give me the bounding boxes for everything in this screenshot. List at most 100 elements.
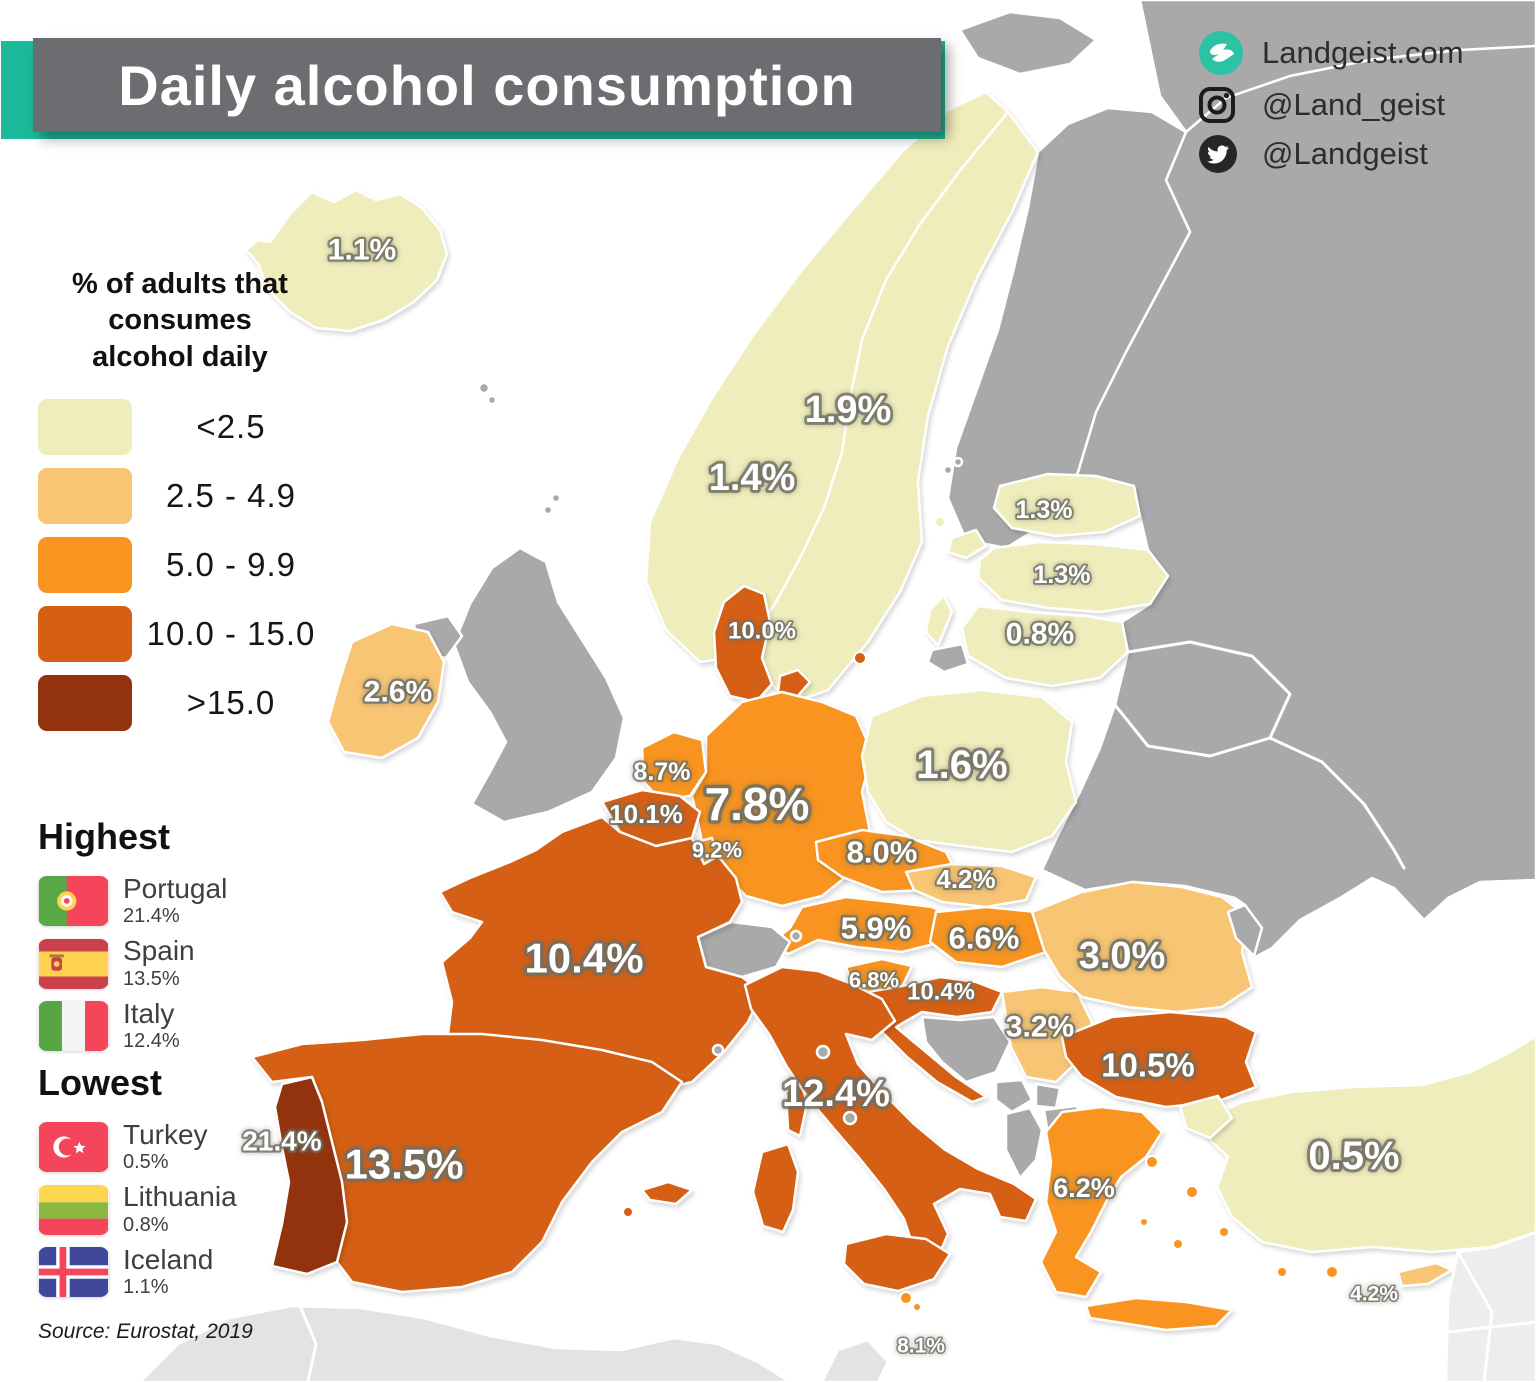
albania-region [1004, 1106, 1044, 1180]
lithuania-region [960, 604, 1130, 688]
iceland-flag-icon [38, 1246, 109, 1297]
legend-label-5: >15.0 [186, 683, 276, 721]
sweden-region [924, 594, 954, 648]
twitter-icon [1198, 134, 1248, 174]
lowest-panel: Lowest Turkey 0.5% Lithuania 0.8% [38, 1062, 298, 1307]
malta-region [899, 1291, 913, 1305]
highest-heading: Highest [38, 816, 171, 857]
border-line [1268, 736, 1406, 870]
highest-entry-spain: Spain 13.5% [38, 936, 298, 990]
bulgaria-value-label: 10.5% [1101, 1047, 1195, 1084]
denmark-value-label: 10.0% [728, 618, 796, 645]
aland-islands-region [952, 456, 964, 468]
greece-value-label: 6.2% [1053, 1173, 1115, 1203]
greece-region [1172, 1238, 1184, 1250]
sweden-value-label: 1.9% [805, 389, 892, 431]
liechtenstein-region [789, 929, 803, 943]
legend-swatch-2 [38, 467, 132, 524]
ireland-region [326, 622, 446, 760]
spain-flag-icon [38, 938, 109, 989]
slovakia-region [904, 862, 1038, 909]
lithuania-flag-icon [38, 1184, 109, 1235]
malta-value-label: 8.1% [897, 1335, 945, 1358]
montenegro-region [994, 1078, 1034, 1114]
highest-panel: Highest Portugal 21.4% Spain 13.5% [38, 816, 298, 1061]
ireland-value-label: 2.6% [364, 676, 432, 709]
italy-flag-icon [38, 1000, 109, 1051]
bulgaria-region [1060, 1010, 1258, 1109]
twitter-handle: @Landgeist [1262, 136, 1428, 171]
romania-region [1030, 880, 1254, 1014]
greece-region [1084, 1296, 1234, 1332]
norway-value-label: 1.4% [709, 457, 796, 499]
united-kingdom-region [452, 546, 626, 824]
turkey-flag-icon [38, 1122, 109, 1173]
czechia-value-label: 8.0% [847, 835, 918, 870]
legend-row: 10.0 - 15.0 [30, 605, 330, 662]
aland-islands-region [942, 464, 954, 476]
twitter-row: @Landgeist [1198, 134, 1464, 174]
estonia-value-label: 1.3% [1016, 496, 1073, 524]
cyprus-value-label: 4.2% [1350, 1283, 1398, 1306]
website-row: Landgeist.com [1198, 30, 1464, 76]
highest-value-3: 12.4% [123, 1030, 180, 1053]
croatia-value-label: 10.4% [907, 979, 975, 1006]
lowest-country-2: Lithuania [123, 1181, 237, 1213]
title-banner-face: Daily alcohol consumption [33, 38, 941, 132]
highest-entry-portugal: Portugal 21.4% [38, 874, 298, 928]
germany-value-label: 7.8% [705, 778, 810, 830]
turkey-value-label: 0.5% [1308, 1134, 1399, 1178]
legend-row: 5.0 - 9.9 [30, 536, 330, 593]
spain-region [640, 1180, 694, 1206]
lowest-country-3: Iceland [123, 1243, 214, 1275]
source-note: Source: Eurostat, 2019 [38, 1320, 253, 1343]
iceland-region [244, 188, 449, 333]
branding-block: Landgeist.com @Land_geist @Landgeist [1198, 30, 1464, 184]
highest-country-2: Spain [123, 935, 195, 967]
greece-region [1145, 1155, 1159, 1169]
lowest-value-3: 1.1% [123, 1276, 169, 1299]
bosnia-herzegovina-region [920, 1015, 1012, 1084]
luxembourg-value-label: 9.2% [692, 838, 742, 863]
border-line [1456, 1250, 1494, 1382]
legend-row: <2.5 [30, 398, 330, 455]
latvia-value-label: 1.3% [1034, 561, 1091, 589]
spain-region [622, 1206, 634, 1218]
faroe-islands-region [477, 381, 491, 395]
portugal-value-label: 21.4% [242, 1126, 321, 1157]
netherlands-value-label: 8.7% [634, 758, 691, 786]
lowest-value-2: 0.8% [123, 1213, 169, 1236]
instagram-row: @Land_geist [1198, 86, 1464, 124]
legend-title: % of adults that consumes alcohol daily [72, 268, 288, 373]
monaco-region [711, 1043, 725, 1057]
lowest-country-1: Turkey [123, 1119, 208, 1150]
vatican-region [842, 1110, 858, 1126]
lowest-entry-turkey: Turkey 0.5% [38, 1120, 298, 1174]
greece-region [1039, 1105, 1164, 1299]
greece-region [1218, 1226, 1230, 1238]
poland-value-label: 1.6% [916, 743, 1007, 787]
legend-label-1: <2.5 [196, 407, 266, 445]
italy-region [751, 1142, 800, 1234]
lithuania-value-label: 0.8% [1006, 618, 1074, 651]
border-line [1113, 640, 1292, 758]
highest-value-1: 21.4% [123, 905, 180, 928]
shetland-islands-region [550, 492, 562, 504]
iceland-value-label: 1.1% [328, 234, 396, 267]
instagram-handle: @Land_geist [1262, 87, 1446, 122]
moldova-region [1226, 903, 1264, 958]
instagram-icon [1198, 86, 1248, 124]
legend-row: >15.0 [30, 674, 330, 731]
hungary-value-label: 6.6% [949, 921, 1020, 956]
faroe-islands-region [486, 394, 498, 406]
legend-label-4: 10.0 - 15.0 [146, 614, 316, 652]
title-banner: Daily alcohol consumption [1, 38, 945, 139]
spain-value-label: 13.5% [344, 1141, 463, 1188]
legend-label-3: 5.0 - 9.9 [165, 545, 297, 583]
france-region [438, 815, 764, 1094]
denmark-region [853, 651, 867, 665]
landgeist-globe-icon [1198, 30, 1248, 76]
lowest-entry-lithuania: Lithuania 0.8% [38, 1182, 298, 1236]
border-line [298, 1304, 318, 1382]
